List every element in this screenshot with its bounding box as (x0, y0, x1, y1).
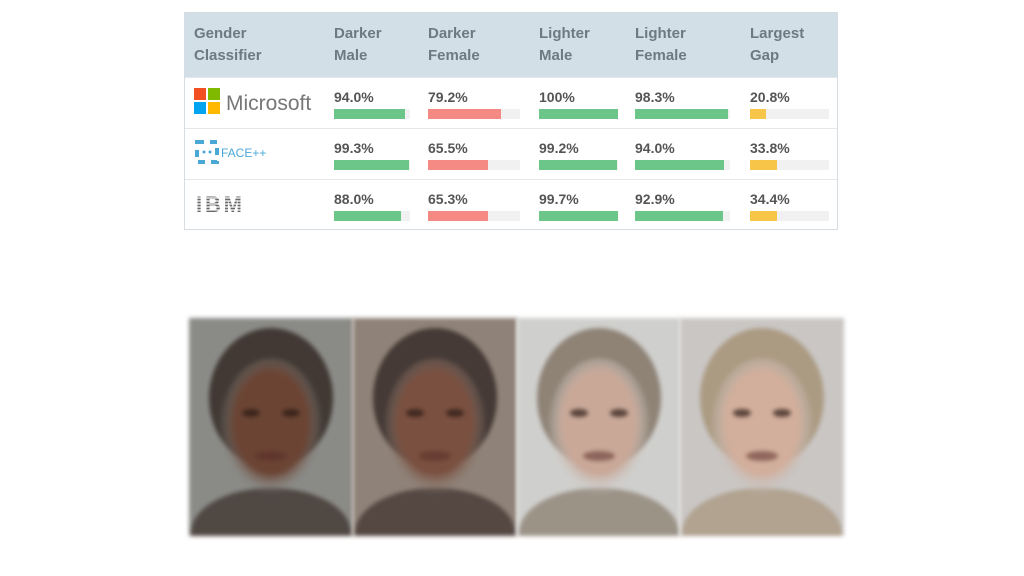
table-row: IBM 88.0% 65.3% 99.7% 92.9% 34.4% (185, 179, 837, 231)
average-face-darker-female (352, 318, 517, 536)
bar (750, 109, 767, 119)
value-label: 94.0% (635, 140, 675, 156)
bar (539, 109, 618, 119)
bar (539, 211, 618, 221)
bar (334, 109, 406, 119)
value-label: 34.4% (750, 191, 790, 207)
value-label: 100% (539, 89, 575, 105)
average-faces-strip (189, 318, 844, 536)
bar-track (428, 109, 520, 119)
bar-track (334, 109, 410, 119)
value-label: 92.9% (635, 191, 675, 207)
average-face-lighter-female (680, 318, 844, 536)
value-label: 20.8% (750, 89, 790, 105)
ibm-logo: IBM (194, 188, 254, 218)
bar (635, 211, 724, 221)
value-label: 79.2% (428, 89, 468, 105)
classifier-accuracy-table: Gender Classifier Darker Male Darker Femal… (184, 12, 838, 230)
column-header: Lighter Male (539, 25, 590, 64)
bar (539, 160, 618, 170)
bar-track (539, 211, 618, 221)
value-label: 33.8% (750, 140, 790, 156)
bar (635, 160, 725, 170)
bar-track (750, 211, 829, 221)
average-face-lighter-male (516, 318, 681, 536)
table-row: Microsoft 94.0% 79.2% 100% 98.3% 20.8% (185, 77, 837, 129)
bar-track (750, 160, 829, 170)
bar (428, 211, 489, 221)
value-label: 98.3% (635, 89, 675, 105)
bar (750, 160, 777, 170)
table-row: FACE++ 99.3% 65.5% 99.2% 94.0% 33.8% (185, 128, 837, 180)
column-header: Lighter Female (635, 25, 687, 64)
value-label: 94.0% (334, 89, 374, 105)
svg-text:Microsoft: Microsoft (226, 92, 311, 115)
column-header: Darker Female (428, 25, 480, 64)
bar (750, 211, 778, 221)
microsoft-logo: Microsoft (194, 86, 324, 116)
bar-track (635, 160, 730, 170)
bar (334, 160, 410, 170)
column-header: Largest Gap (750, 25, 805, 64)
bar-track (539, 109, 618, 119)
table-header: Gender Classifier Darker Male Darker Femal… (185, 13, 837, 77)
value-label: 99.2% (539, 140, 579, 156)
value-label: 65.5% (428, 140, 468, 156)
bar-track (635, 109, 730, 119)
faceplusplus-logo-text: FACE++ (221, 146, 267, 160)
bar (334, 211, 401, 221)
bar (428, 160, 489, 170)
bar-track (334, 211, 410, 221)
bar-track (428, 211, 520, 221)
value-label: 88.0% (334, 191, 374, 207)
bar (635, 109, 729, 119)
value-label: 65.3% (428, 191, 468, 207)
column-header: Darker Male (334, 25, 382, 64)
average-face-darker-male (189, 318, 353, 536)
bar-track (428, 160, 520, 170)
bar-track (539, 160, 618, 170)
bar-track (334, 160, 410, 170)
value-label: 99.3% (334, 140, 374, 156)
faceplusplus-logo: FACE++ (194, 137, 266, 167)
bar (428, 109, 501, 119)
column-header: Gender Classifier (194, 25, 262, 64)
value-label: 99.7% (539, 191, 579, 207)
bar-track (750, 109, 829, 119)
bar-track (635, 211, 730, 221)
